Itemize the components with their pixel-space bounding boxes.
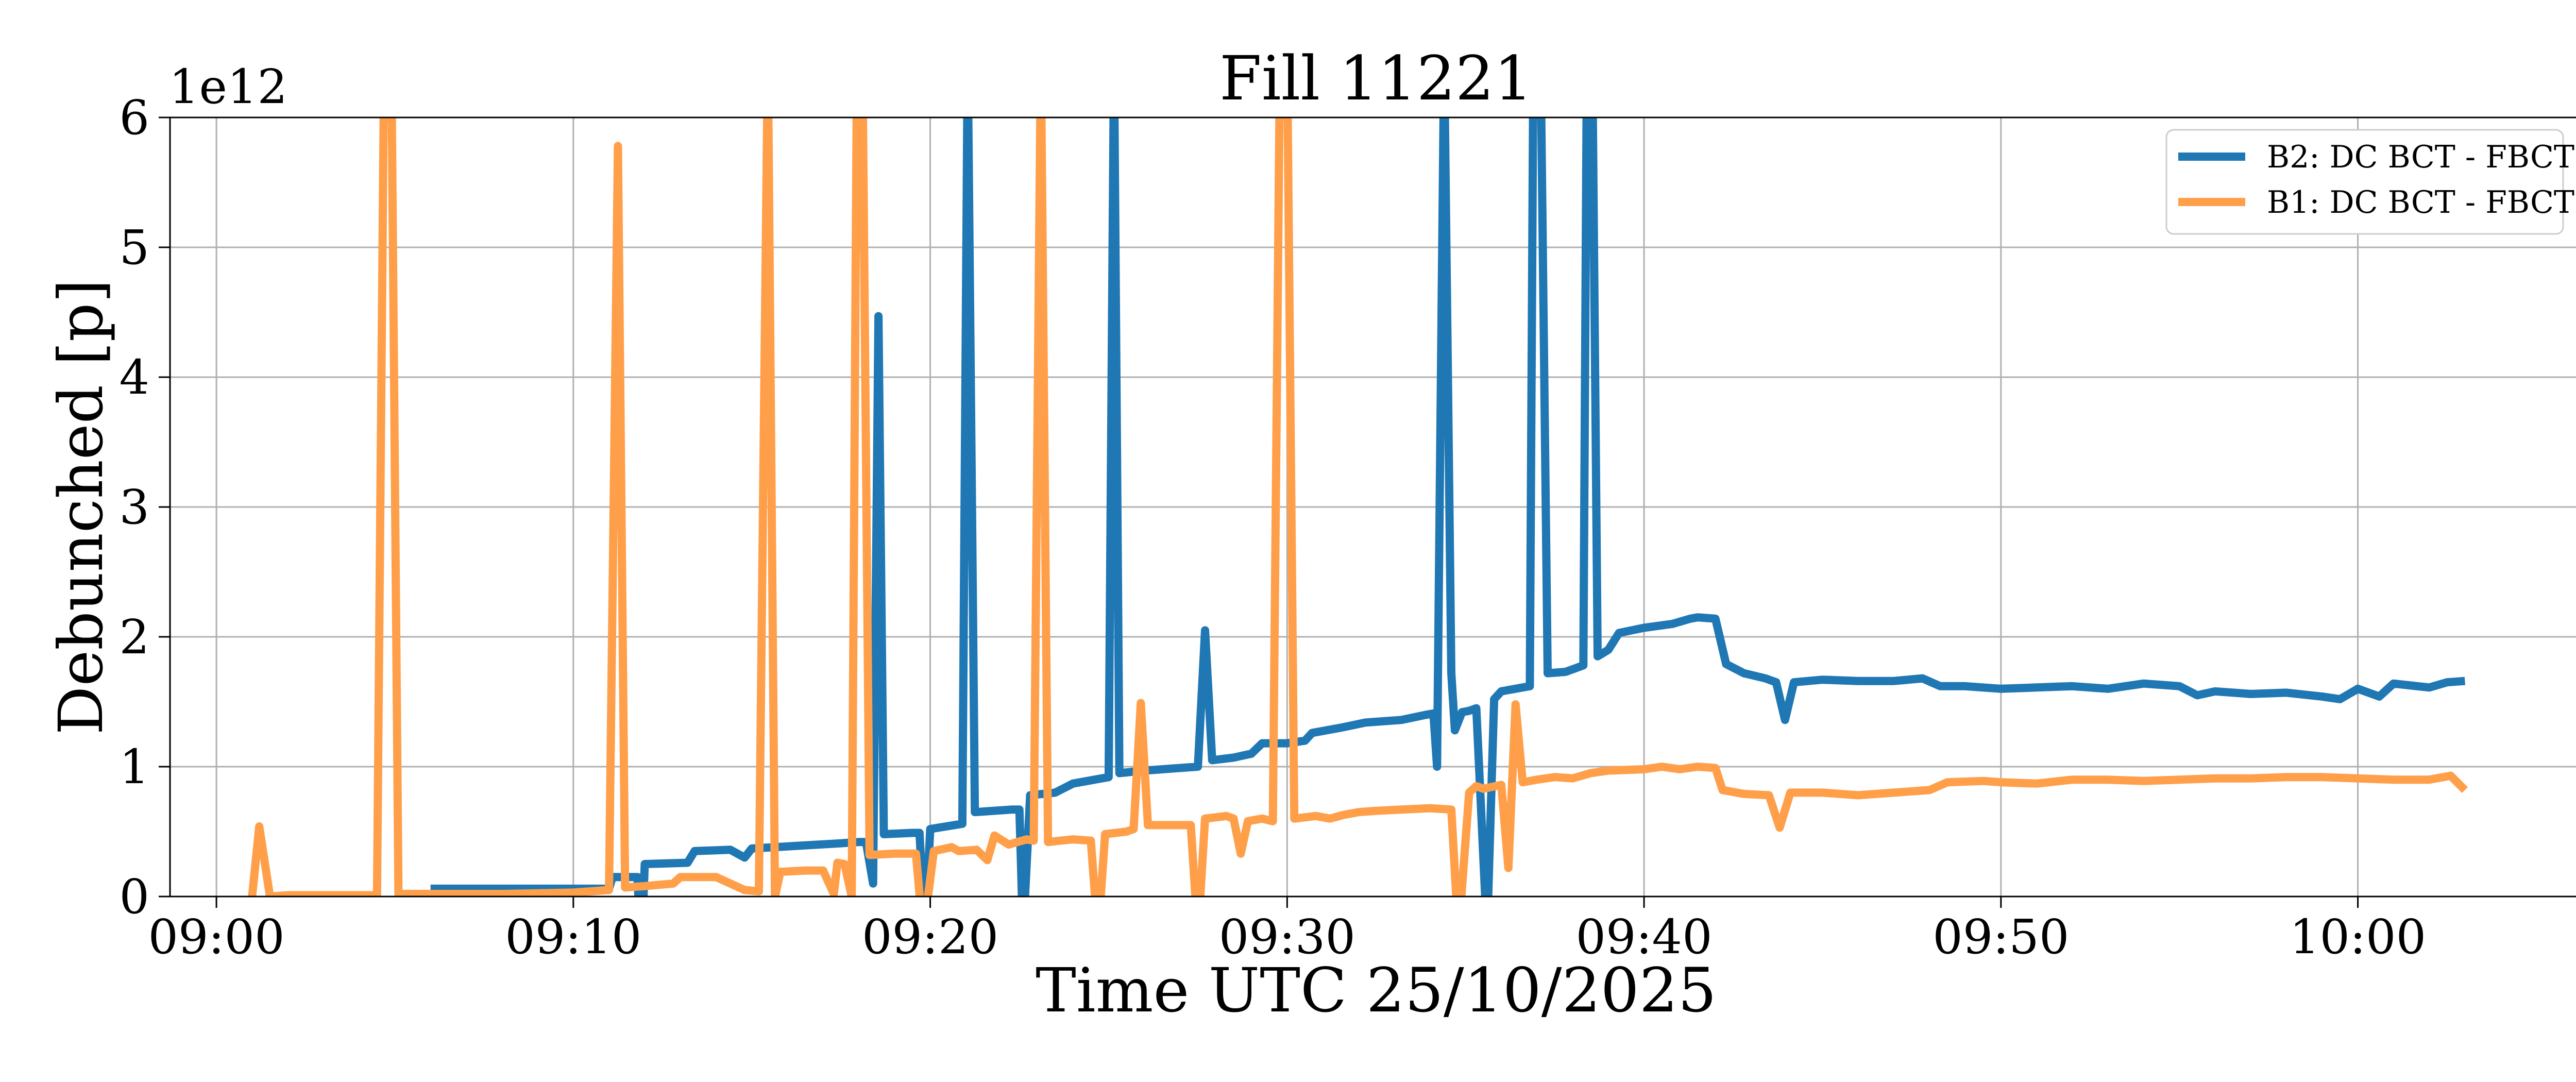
y-tick-label: 4 [119, 350, 149, 405]
y-tick-label: 2 [119, 610, 149, 665]
series-line-b2 [430, 117, 2465, 897]
legend: B2: DC BCT - FBCT B1: DC BCT - FBCT [2165, 129, 2574, 235]
x-axis-label: Time UTC 25/10/2025 [1036, 955, 1717, 1026]
x-tick-label: 09:50 [1933, 909, 2069, 965]
series-line-b1 [248, 117, 2468, 897]
plot-series [248, 117, 2468, 897]
x-tick-label: 09:00 [148, 909, 284, 965]
y-axis-label: Debunched [p] [45, 279, 116, 735]
y-tick-label: 0 [119, 869, 149, 924]
x-tick-label: 09:40 [1575, 909, 1712, 965]
y-tick-label: 3 [119, 480, 149, 535]
x-tick-label: 09:20 [862, 909, 998, 965]
y-tick-label: 1 [119, 739, 149, 794]
x-tick-label: 10:00 [2290, 909, 2426, 965]
y-tick-label: 5 [119, 220, 149, 275]
legend-box [2165, 129, 2564, 235]
y-offset-label: 1e12 [169, 59, 287, 114]
x-tick-label: 09:10 [505, 909, 641, 965]
axis-ticks: 09:00 09:10 09:20 09:30 09:40 09:50 10:00 0 1 2 3 4… [119, 90, 2426, 965]
legend-label-b1: B1: DC BCT - FBCT [2267, 184, 2574, 221]
y-tick-label: 6 [119, 90, 149, 145]
x-tick-label: 09:30 [1219, 909, 1355, 965]
chart-title: Fill 11221 [1219, 43, 1533, 114]
legend-label-b2: B2: DC BCT - FBCT [2267, 139, 2574, 175]
